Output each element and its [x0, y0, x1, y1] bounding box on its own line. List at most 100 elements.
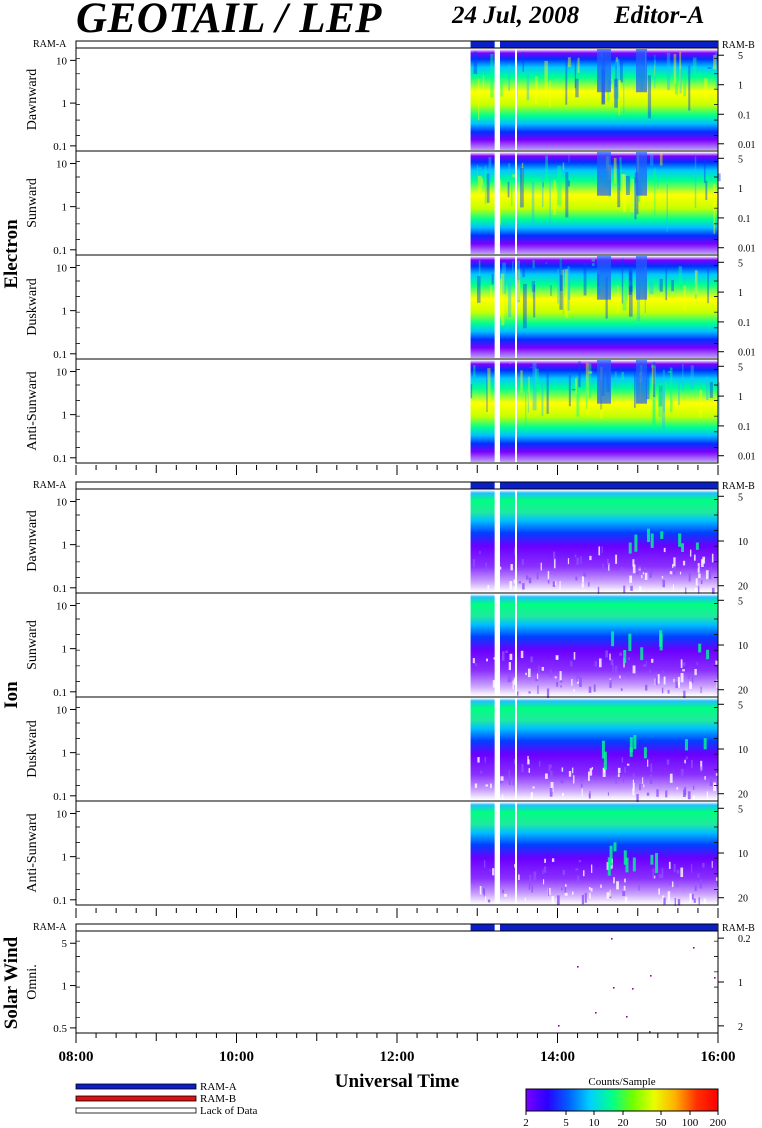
legend-label-1: RAM-B [200, 1093, 236, 1105]
title-date: 24 Jul, 2008 [452, 2, 580, 29]
mode-bar-label-right-2: RAM-B [722, 923, 755, 934]
legend-swatch-1 [75, 1095, 197, 1102]
panel-label-0-1: Sunward [25, 178, 40, 228]
solar-wind-point-8 [558, 1025, 560, 1027]
mode-bar-label-right-1: RAM-B [722, 481, 755, 492]
spectrogram-1-0 [470, 490, 720, 597]
left-tick-label-2-0-0: 0.5 [53, 1023, 67, 1035]
solar-wind-point-10 [714, 977, 716, 979]
right-tick-label-1-3-2: 20 [738, 894, 748, 905]
left-tick-label-0-2-1: 1 [62, 306, 68, 318]
panel-frame-2-0 [75, 930, 719, 1034]
right-tick-label-1-2-1: 10 [738, 745, 748, 756]
left-tick-label-1-0-1: 1 [62, 540, 68, 552]
colorbar-tick-6: 200 [710, 1117, 727, 1128]
right-tick-label-0-3-2: 0.1 [738, 422, 751, 433]
right-tick-label-0-0-3: 0.01 [738, 140, 756, 151]
x-tick-label-0: 08:00 [59, 1049, 94, 1065]
data-gap-1-3 [494, 802, 500, 904]
panel-label-1-0: Dawnward [25, 510, 40, 571]
colorbar-tick-1: 5 [563, 1117, 569, 1128]
right-tick-label-1-3-1: 10 [738, 849, 748, 860]
left-tick-label-1-2-0: 0.1 [53, 791, 67, 803]
right-tick-label-1-2-2: 20 [738, 790, 748, 801]
left-tick-label-0-1-2: 10 [56, 158, 68, 170]
right-tick-label-0-0-0: 5 [738, 51, 743, 62]
left-tick-label-1-2-2: 10 [56, 704, 68, 716]
right-tick-label-1-0-2: 20 [738, 582, 748, 593]
solar-wind-point-4 [632, 988, 634, 990]
left-tick-label-2-0-2: 5 [62, 938, 68, 950]
mode-bar-ram-a-2-2 [499, 924, 718, 931]
mode-bar-label-left-1: RAM-A [33, 480, 67, 491]
spectrogram-0-3 [470, 360, 720, 462]
data-gap-0-2 [494, 256, 500, 358]
data-gap-1-1 [494, 594, 500, 696]
mode-bar-ram-a-0-2 [499, 41, 718, 48]
x-tick-label-2: 12:00 [380, 1049, 415, 1065]
right-tick-label-2-0-2: 2 [738, 1022, 743, 1033]
title-editor: Editor-A [614, 2, 705, 29]
group-label-2: Solar Wind [1, 936, 22, 1029]
spectrogram-fill-1-3 [470, 802, 718, 904]
left-tick-label-1-3-2: 10 [56, 808, 68, 820]
colorbar-tick-2: 10 [589, 1117, 601, 1128]
panel-label-1-1: Sunward [25, 620, 40, 670]
x-axis-label: Universal Time [335, 1071, 459, 1092]
spectrogram-0-2 [470, 256, 718, 358]
data-gap-1-0 [494, 490, 500, 592]
panel-label-2-0: Omni. [25, 964, 40, 999]
right-tick-label-0-1-2: 0.1 [738, 214, 751, 225]
right-tick-label-0-0-2: 0.1 [738, 110, 751, 121]
spectrogram-fill-1-1 [470, 594, 718, 696]
data-gap-0-1 [494, 152, 500, 254]
solar-wind-point-2 [613, 987, 615, 989]
left-tick-label-0-0-2: 10 [56, 55, 68, 67]
spectrogram-fill-0-2 [470, 256, 718, 358]
colorbar-tick-4: 50 [656, 1117, 668, 1128]
solar-wind-point-7 [649, 1031, 651, 1033]
left-tick-label-0-0-1: 1 [62, 98, 68, 110]
right-tick-label-0-1-1: 1 [738, 184, 743, 195]
legend-label-2: Lack of Data [200, 1105, 258, 1117]
group-label-1: Ion [1, 681, 22, 709]
x-tick-label-3: 14:00 [540, 1049, 575, 1065]
data-gap-0-0 [494, 49, 500, 150]
right-tick-label-0-3-3: 0.01 [738, 452, 756, 463]
right-tick-label-0-2-1: 1 [738, 288, 743, 299]
right-tick-label-2-0-1: 1 [738, 978, 743, 989]
mode-bar-ram-a-2-1 [470, 924, 495, 931]
left-tick-label-1-1-0: 0.1 [53, 687, 67, 699]
left-tick-label-1-3-0: 0.1 [53, 895, 67, 907]
spectrogram-1-3 [470, 802, 719, 907]
solar-wind-point-5 [595, 1012, 597, 1014]
mode-bar-label-right-0: RAM-B [722, 40, 755, 51]
panel-label-1-3: Anti-Sunward [25, 813, 40, 892]
mode-bar-label-left-2: RAM-A [33, 922, 67, 933]
left-tick-label-1-2-1: 1 [62, 748, 68, 760]
colorbar-tick-0: 2 [523, 1117, 529, 1128]
left-tick-label-0-3-1: 1 [62, 410, 68, 422]
right-tick-label-0-2-0: 5 [738, 258, 743, 269]
right-tick-label-1-1-0: 5 [738, 596, 743, 607]
spectrogram-1-1 [470, 594, 719, 701]
panel-label-0-0: Dawnward [25, 69, 40, 130]
solar-wind-point-6 [626, 1016, 628, 1018]
group-label-0: Electron [1, 219, 22, 289]
mode-bar-ram-a-0-1 [470, 41, 495, 48]
right-tick-label-0-2-3: 0.01 [738, 348, 756, 359]
right-tick-label-0-3-0: 5 [738, 362, 743, 373]
left-tick-label-0-3-0: 0.1 [53, 453, 67, 465]
left-tick-label-0-0-0: 0.1 [53, 141, 67, 153]
right-tick-label-0-3-1: 1 [738, 392, 743, 403]
right-tick-label-1-1-1: 10 [738, 641, 748, 652]
right-tick-label-0-1-3: 0.01 [738, 244, 756, 255]
spectrogram-fill-1-2 [470, 698, 718, 800]
right-tick-label-0-2-2: 0.1 [738, 318, 751, 329]
panel-label-0-2: Duskward [25, 278, 40, 336]
panel-label-1-2: Duskward [25, 720, 40, 778]
spectrogram-fill-1-0 [470, 490, 718, 592]
solar-wind-point-3 [650, 975, 652, 977]
data-gap-0-3 [494, 360, 500, 462]
